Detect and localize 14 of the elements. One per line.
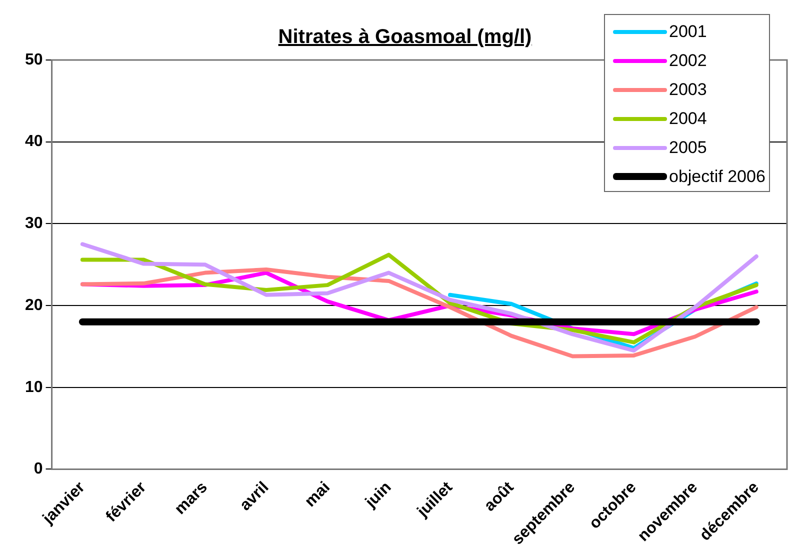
legend-label: 2001 — [669, 22, 707, 42]
y-tick-label: 20 — [25, 296, 43, 314]
legend-label: 2002 — [669, 50, 707, 70]
y-tick-label: 0 — [34, 460, 43, 478]
x-tick-label: mai — [302, 478, 334, 510]
y-tick-label: 50 — [25, 51, 43, 68]
y-tick-label: 40 — [25, 133, 43, 150]
legend-label: 2005 — [669, 138, 707, 158]
chart-title: Nitrates à Goasmoal (mg/l) — [277, 26, 533, 49]
y-tick-label: 10 — [25, 378, 43, 396]
y-tick-label: 30 — [25, 215, 43, 232]
legend-label: 2003 — [669, 80, 707, 100]
legend-label: 2004 — [669, 108, 707, 128]
legend-label: objectif 2006 — [669, 166, 766, 186]
